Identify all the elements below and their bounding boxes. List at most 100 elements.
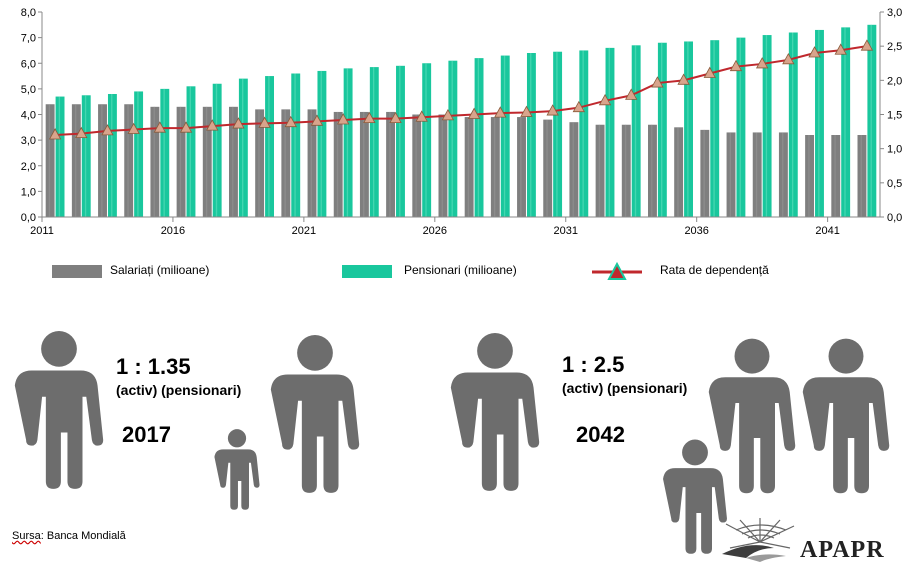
bar-employees-shade bbox=[782, 132, 784, 217]
dependency-point bbox=[258, 116, 271, 128]
dependency-point bbox=[363, 111, 376, 123]
y-left-tick-label: 3,0 bbox=[21, 135, 36, 147]
bar-pensioners-shade bbox=[530, 53, 532, 217]
bar-employees bbox=[176, 106, 186, 217]
bar-pensioners-shade bbox=[372, 67, 375, 217]
bar-employees bbox=[229, 106, 238, 217]
y-left-tick-label: 0,0 bbox=[21, 212, 36, 224]
bar-employees-shade bbox=[363, 111, 365, 217]
dependency-point bbox=[127, 122, 140, 134]
y-right-tick-label: 1,5 bbox=[887, 110, 902, 122]
dependency-point bbox=[598, 94, 612, 106]
bar-employees bbox=[202, 106, 212, 217]
ratio-labels-2042: (activ) (pensionari) bbox=[562, 380, 688, 396]
bar-pensioners-shade bbox=[425, 63, 427, 217]
person-pensioner-icon bbox=[270, 334, 360, 493]
bar-employees-shade bbox=[153, 106, 155, 217]
legend-swatch-dependency bbox=[592, 262, 642, 280]
dependency-point bbox=[284, 115, 297, 128]
dependency-point bbox=[834, 43, 847, 55]
person-active-icon bbox=[14, 330, 104, 489]
dependency-point bbox=[232, 117, 245, 129]
bar-employees-shade bbox=[415, 114, 417, 217]
bar-employees-shade bbox=[441, 114, 443, 217]
bar-employees-shade bbox=[624, 124, 627, 217]
bar-employees-shade bbox=[310, 109, 313, 217]
x-tick-label: 2031 bbox=[554, 225, 578, 237]
ratio-2042: 1 : 2.5 bbox=[562, 352, 625, 377]
dependency-point bbox=[441, 109, 455, 121]
dependency-chart: 0,0 1,0 2,0 3,0 4,0 5,0 6,0 7,0 8,0 0,0 0,5 1,0 1,5… bbox=[21, 7, 903, 237]
bar-pensioners-shade bbox=[215, 83, 218, 217]
bar-employees-shade bbox=[48, 104, 51, 217]
legend-swatch-pensioners bbox=[342, 265, 392, 278]
y-right-tick-label: 0,0 bbox=[887, 212, 902, 224]
bar-employees-shade bbox=[336, 111, 339, 217]
dependency-point bbox=[179, 121, 193, 133]
y-left-tick-label: 5,0 bbox=[21, 84, 36, 96]
dependency-point bbox=[310, 114, 324, 126]
bar-pensioners-shade bbox=[242, 78, 244, 217]
bar-pensioners-shade bbox=[765, 35, 768, 217]
legend-label-dependency: Rata de dependență bbox=[660, 263, 769, 277]
dependency-point bbox=[677, 73, 690, 85]
bar-employees-shade bbox=[729, 132, 732, 217]
dependency-point bbox=[494, 106, 507, 118]
dependency-point bbox=[48, 128, 62, 140]
bar-employees-shade bbox=[127, 104, 129, 217]
y-left-tick-label: 1,0 bbox=[21, 186, 36, 198]
child-icon bbox=[214, 429, 260, 510]
bar-employees-shade bbox=[755, 132, 758, 217]
person-pensioner-icon bbox=[708, 338, 796, 494]
bar-pensioners-shade bbox=[556, 51, 558, 217]
dependency-point bbox=[729, 59, 743, 72]
y-left-tick-label: 2,0 bbox=[21, 161, 36, 173]
legend-swatch-employees bbox=[52, 265, 102, 278]
ratio-labels-2017: (activ) (pensionari) bbox=[116, 382, 242, 398]
dependency-point bbox=[467, 107, 481, 119]
bar-employees-shade bbox=[572, 122, 574, 217]
bar-employees-shade bbox=[834, 135, 836, 217]
legend: Salariați (milioane) Pensionari (milioan… bbox=[0, 262, 920, 280]
bar-pensioners-shade bbox=[634, 45, 637, 217]
y-right-tick-label: 0,5 bbox=[887, 178, 902, 190]
bar-pensioners-shade bbox=[58, 96, 61, 217]
bar-pensioners-shade bbox=[163, 88, 165, 217]
apapr-logo-icon bbox=[722, 518, 795, 562]
logo-text: APAPR bbox=[800, 537, 885, 563]
bar-employees-shade bbox=[598, 124, 601, 217]
bar-employees-shade bbox=[520, 117, 522, 217]
child-icon bbox=[663, 439, 727, 554]
bar-pensioners-shade bbox=[111, 94, 113, 217]
x-axis: 2011 2016 2021 2026 2031 2036 2041 bbox=[30, 216, 880, 237]
bar-pensioners-shade bbox=[661, 42, 663, 217]
source-prefix: Sursa bbox=[12, 530, 41, 542]
bar-pensioners-shade bbox=[346, 68, 349, 217]
bar-employees-shade bbox=[389, 111, 391, 217]
bar-pensioners-shade bbox=[870, 24, 872, 217]
bar-pensioners-shade bbox=[294, 73, 296, 217]
x-tick-label: 2016 bbox=[161, 225, 185, 237]
bar-employees-shade bbox=[860, 135, 862, 217]
y-left-tick-label: 7,0 bbox=[21, 33, 36, 45]
source-text: : Banca Mondială bbox=[40, 530, 126, 542]
year-2017: 2017 bbox=[122, 422, 171, 447]
ratio-2017: 1 : 1.35 bbox=[116, 354, 191, 379]
bar-employees-shade bbox=[703, 129, 705, 217]
dependency-point bbox=[75, 126, 88, 139]
bar-pensioners-shade bbox=[608, 47, 610, 217]
dependency-point bbox=[572, 100, 586, 113]
bar-employees-shade bbox=[205, 106, 208, 217]
dependency-point bbox=[520, 105, 533, 117]
y-right-tick-label: 2,0 bbox=[887, 75, 902, 87]
bar-employees-shade bbox=[651, 124, 653, 217]
bar-pensioners-shade bbox=[84, 95, 87, 217]
dependency-point bbox=[755, 57, 769, 69]
dependency-point bbox=[625, 88, 638, 100]
x-tick-label: 2021 bbox=[292, 225, 316, 237]
y-axis-right: 0,0 0,5 1,0 1,5 2,0 2,5 3,0 bbox=[879, 7, 902, 224]
person-pensioner-icon bbox=[802, 338, 890, 494]
bar-pensioners-shade bbox=[268, 76, 270, 217]
bar-employees-shade bbox=[258, 109, 260, 217]
bar-pensioners-shade bbox=[399, 65, 401, 217]
